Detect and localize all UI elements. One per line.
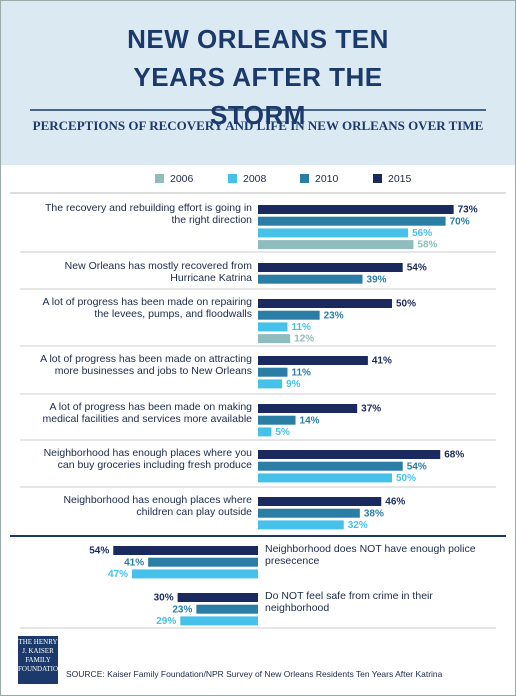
value-label: 12% <box>294 334 314 345</box>
value-label: 73% <box>458 205 478 216</box>
bar <box>258 415 296 425</box>
legend-label: 2006 <box>170 173 194 185</box>
chart-subtitle: PERCEPTIONS OF RECOVERY AND LIFE IN NEW … <box>32 118 484 133</box>
bar <box>258 263 403 272</box>
value-label: 41% <box>124 557 144 568</box>
bar <box>180 616 258 626</box>
bar <box>258 310 320 320</box>
value-label: 56% <box>412 228 432 239</box>
bar <box>258 356 368 365</box>
legend-swatch <box>300 174 309 183</box>
value-label: 54% <box>89 546 109 557</box>
bar <box>258 367 288 377</box>
bar <box>258 216 446 226</box>
logo: THE HENRY J. KAISER FAMILY FOUNDATION <box>18 636 63 684</box>
value-label: 5% <box>275 427 290 438</box>
value-label: 14% <box>300 415 320 426</box>
category-label: Neighborhood has enough places where you… <box>43 447 252 471</box>
legend-label: 2015 <box>388 173 412 185</box>
chart-title: NEW ORLEANS TEN YEARS AFTER THE STORM <box>127 24 389 130</box>
value-label: 29% <box>156 616 176 627</box>
bar <box>258 497 382 506</box>
value-label: 32% <box>348 520 368 531</box>
value-label: 11% <box>291 322 311 333</box>
bar <box>258 404 358 413</box>
value-label: 41% <box>372 356 392 367</box>
source-note: SOURCE: Kaiser Family Foundation/NPR Sur… <box>66 669 443 679</box>
category-label: A lot of progress has been made on attra… <box>40 353 252 377</box>
value-label: 54% <box>407 263 427 274</box>
value-label: 30% <box>154 593 174 604</box>
bar <box>258 274 363 284</box>
value-label: 9% <box>286 379 301 390</box>
value-label: 23% <box>172 604 192 615</box>
value-label: 68% <box>444 450 464 461</box>
value-label: 58% <box>417 240 437 251</box>
category-label: A lot of progress has been made on repai… <box>42 296 252 320</box>
bar <box>148 557 258 567</box>
value-label: 50% <box>396 473 416 484</box>
value-label: 70% <box>450 216 470 227</box>
bar <box>132 569 258 579</box>
legend-swatch <box>155 174 164 183</box>
bar <box>258 299 392 308</box>
header-background <box>0 0 516 165</box>
bar <box>196 604 258 614</box>
bar <box>258 228 409 238</box>
bar <box>258 427 272 437</box>
value-label: 50% <box>396 299 416 310</box>
bar <box>258 508 360 518</box>
legend-label: 2010 <box>315 173 339 185</box>
bar <box>258 240 414 250</box>
bar <box>258 520 344 530</box>
bar <box>113 546 258 555</box>
bar <box>177 593 258 602</box>
value-label: 38% <box>364 508 384 519</box>
legend-swatch <box>228 174 237 183</box>
value-label: 23% <box>324 310 344 321</box>
legend-swatch <box>373 174 382 183</box>
bar <box>258 379 283 389</box>
category-label: Do NOT feel safe from crime in their nei… <box>265 590 433 614</box>
value-label: 11% <box>291 367 311 378</box>
value-label: 54% <box>407 461 427 472</box>
bar <box>258 205 454 214</box>
bar <box>258 450 441 459</box>
value-label: 39% <box>367 274 387 285</box>
category-label: Neighborhood has enough places where chi… <box>63 494 252 518</box>
legend-label: 2008 <box>243 173 267 185</box>
bar <box>258 322 288 332</box>
category-label: A lot of progress has been made on makin… <box>42 401 252 425</box>
value-label: 46% <box>385 497 405 508</box>
bar <box>258 334 291 344</box>
bar <box>258 473 392 483</box>
category-label: The recovery and rebuilding effort is go… <box>44 202 252 226</box>
value-label: 37% <box>361 404 381 415</box>
bar <box>258 461 403 471</box>
category-label: Neighborhood does NOT have enough police… <box>265 543 476 567</box>
category-label: New Orleans has mostly recovered from Hu… <box>64 260 252 284</box>
value-label: 47% <box>108 569 128 580</box>
